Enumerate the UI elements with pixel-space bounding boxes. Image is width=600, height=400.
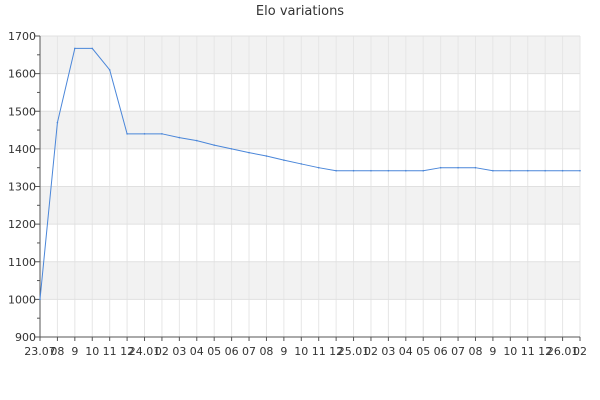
y-tick-label: 1400: [8, 143, 36, 156]
data-point: [248, 151, 250, 154]
data-point: [474, 166, 477, 169]
x-tick-label: 06: [225, 345, 239, 358]
y-tick-label: 1100: [8, 256, 36, 269]
data-point: [439, 166, 442, 169]
data-point: [544, 169, 546, 172]
x-tick-label: 03: [381, 345, 395, 358]
data-point: [108, 69, 111, 71]
background-bands: [40, 36, 580, 300]
data-point: [56, 121, 59, 124]
data-point: [335, 169, 337, 172]
x-tick-label: 11: [312, 345, 326, 358]
y-tick-label: 1300: [8, 181, 36, 194]
x-tick-label: 08: [259, 345, 273, 358]
data-point: [317, 166, 320, 169]
data-point: [126, 133, 128, 135]
data-point: [579, 169, 581, 172]
data-point: [352, 169, 355, 172]
data-point: [422, 169, 425, 172]
x-tick-label: 08: [468, 345, 482, 358]
y-tick-label: 1200: [8, 218, 36, 231]
data-point: [370, 169, 372, 172]
x-tick-label: 11: [103, 345, 117, 358]
x-tick-label: 06: [434, 345, 448, 358]
data-point: [178, 136, 181, 139]
x-tick-label: 05: [416, 345, 430, 358]
data-point: [161, 133, 163, 135]
data-point: [457, 166, 459, 169]
background-band: [40, 186, 580, 225]
background-band: [40, 261, 580, 300]
x-tick-label: 02: [573, 345, 587, 358]
data-point: [526, 169, 529, 172]
data-point: [265, 155, 268, 157]
x-tick-label: 04: [399, 345, 413, 358]
data-point: [74, 47, 76, 50]
data-point: [195, 139, 198, 142]
data-point: [213, 144, 215, 146]
y-tick-labels: 900 1000 1100 1200 1300 1400 1500 1600 1700: [8, 30, 36, 344]
x-tick-label: 9: [489, 345, 496, 358]
x-tick-label: 02: [364, 345, 378, 358]
x-tick-label: 11: [521, 345, 535, 358]
x-tick-label: 12: [120, 345, 134, 358]
x-tick-label: 25.01: [338, 345, 370, 358]
data-point: [387, 169, 390, 172]
data-point: [143, 133, 146, 135]
data-point: [300, 163, 303, 165]
data-point: [561, 169, 564, 172]
y-tick-label: 1500: [8, 105, 36, 118]
x-tick-label: 23.07: [24, 345, 56, 358]
x-tick-label: 03: [172, 345, 186, 358]
x-tick-label: 9: [280, 345, 287, 358]
data-point: [91, 47, 94, 50]
x-tick-label: 10: [503, 345, 517, 358]
data-point: [39, 298, 41, 301]
x-tick-label: 12: [329, 345, 343, 358]
y-tick-label: 1600: [8, 68, 36, 81]
chart-title: Elo variations: [255, 4, 345, 19]
x-tick-label: 26.01: [547, 345, 579, 358]
data-point: [405, 169, 407, 172]
x-tick-label: 9: [71, 345, 78, 358]
x-tick-label: 12: [538, 345, 552, 358]
y-tick-label: 900: [15, 331, 36, 344]
background-band: [40, 36, 580, 74]
series-line: [39, 47, 580, 300]
x-tick-label: 10: [85, 345, 99, 358]
x-tick-label: 02: [155, 345, 169, 358]
data-point: [509, 169, 512, 172]
x-tick-label: 24.01: [129, 345, 161, 358]
x-tick-label: 07: [242, 345, 256, 358]
axes: [35, 35, 581, 341]
y-tick-label: 1000: [8, 293, 36, 306]
y-tick-label: 1700: [8, 30, 36, 43]
data-point: [492, 169, 494, 172]
data-point: [283, 159, 285, 161]
background-band: [40, 111, 580, 149]
x-tick-label: 10: [294, 345, 308, 358]
data-point: [230, 148, 233, 150]
x-tick-label: 07: [451, 345, 465, 358]
x-tick-label: 04: [190, 345, 204, 358]
x-tick-label: 08: [50, 345, 64, 358]
x-tick-label: 05: [207, 345, 221, 358]
series-group: [39, 47, 581, 301]
